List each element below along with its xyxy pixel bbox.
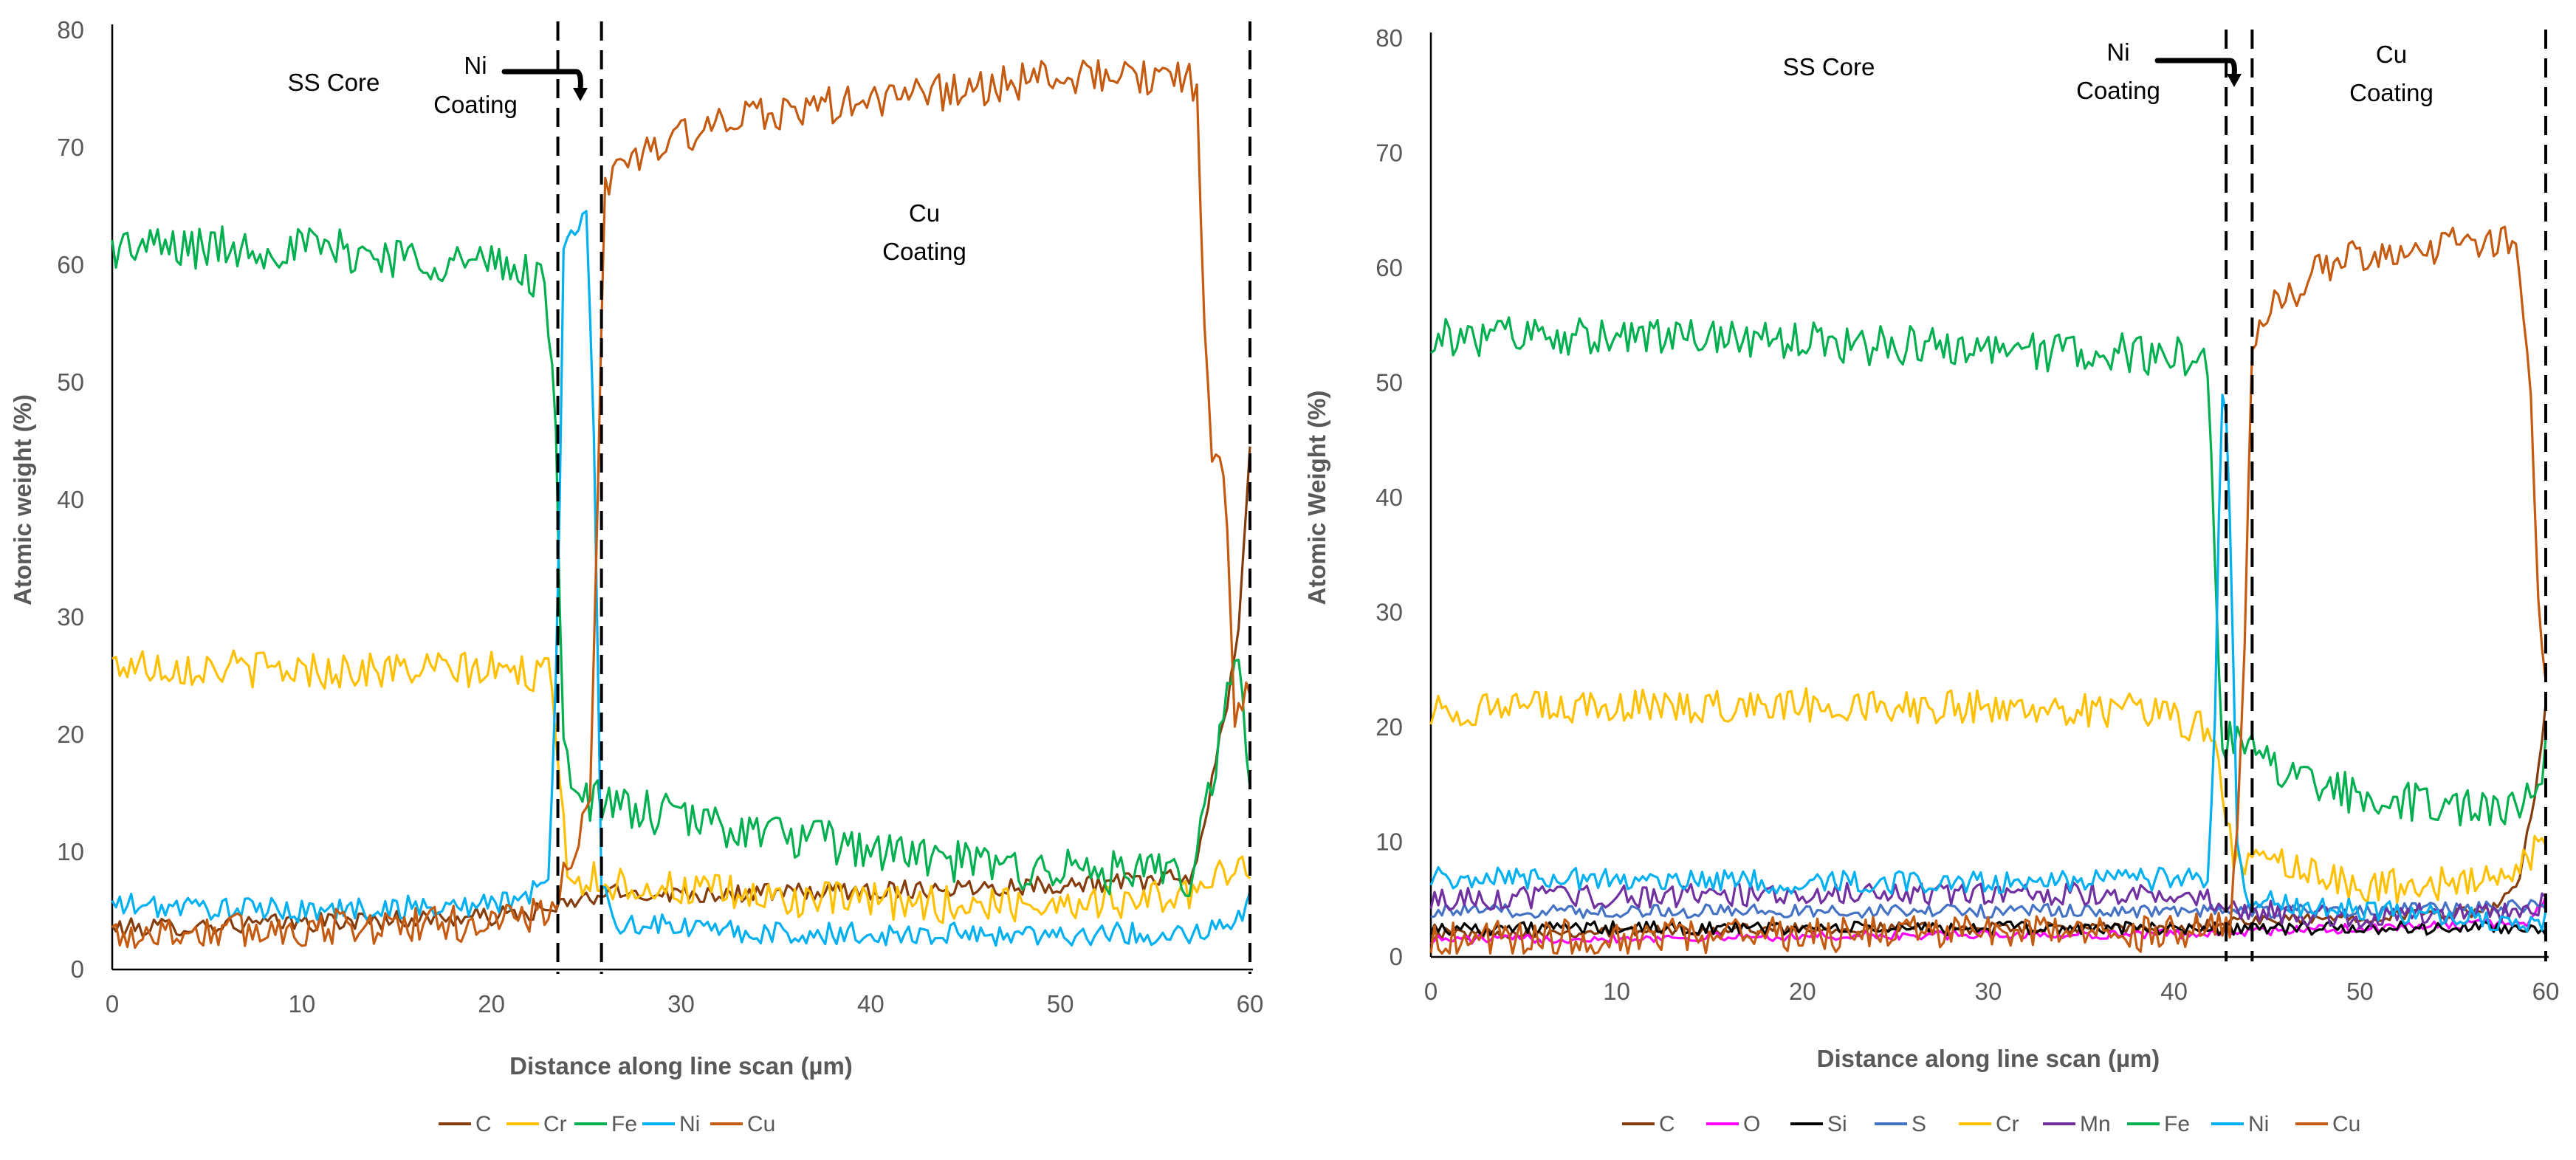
series-line-ni — [111, 210, 1251, 947]
legend: C Cr Fe Ni Cu — [439, 1112, 775, 1136]
y-tick-label: 50 — [1375, 369, 1403, 397]
y-tick-label: 60 — [57, 251, 84, 278]
series-line-cu — [111, 59, 1251, 950]
annotation-cu-coating: Coating — [2349, 79, 2434, 106]
series-line-mn — [1429, 882, 2547, 930]
ni-coating-arrowhead — [2227, 74, 2242, 87]
annotation-ss-core: SS Core — [1783, 53, 1875, 80]
x-tick-label: 40 — [2160, 978, 2188, 1005]
legend-item-cu: Cu — [2295, 1112, 2360, 1136]
x-tick-label: 20 — [478, 990, 505, 1017]
legend-item-ni: Ni — [2211, 1112, 2269, 1136]
x-tick-label: 30 — [1975, 978, 2002, 1005]
y-tick-label: 0 — [1390, 943, 1403, 970]
legend-label-cr: Cr — [543, 1112, 567, 1136]
legend-label-o: O — [1743, 1112, 1760, 1136]
series-line-cr — [111, 649, 1251, 924]
legend-label-mn: Mn — [2080, 1112, 2111, 1136]
chart-right: 0 10 20 30 40 50 60 70 80 0 10 20 30 40 50 60 Distance a… — [1303, 24, 2559, 1136]
y-tick-label: 30 — [1375, 599, 1403, 626]
legend-label-ni: Ni — [679, 1112, 700, 1136]
legend-item-ni: Ni — [642, 1112, 700, 1136]
y-tick-label: 60 — [1375, 254, 1403, 281]
legend-label-ni: Ni — [2248, 1112, 2269, 1136]
legend-label-cu: Cu — [2332, 1112, 2360, 1136]
legend: C O Si S Cr Mn Fe Ni Cu — [1622, 1112, 2360, 1136]
legend-item-fe: Fe — [574, 1112, 637, 1136]
x-tick-label: 30 — [667, 990, 695, 1017]
y-tick-label: 30 — [57, 603, 84, 631]
series-line-fe — [111, 225, 1251, 898]
x-tick-label: 10 — [1603, 978, 1630, 1005]
annotation-cu: Cu — [2376, 41, 2407, 68]
legend-item-c: C — [439, 1112, 492, 1136]
y-tick-label: 10 — [57, 838, 84, 865]
legend-item-c: C — [1622, 1112, 1675, 1136]
x-axis-title: Distance along line scan (µm) — [509, 1052, 853, 1080]
legend-item-o: O — [1706, 1112, 1760, 1136]
y-axis-title: Atomic Weight (%) — [1303, 391, 1330, 605]
annotation-ni-coating: Coating — [2076, 77, 2160, 104]
y-tick-label: 80 — [1375, 24, 1403, 52]
x-tick-label: 0 — [1424, 978, 1438, 1005]
y-tick-label: 80 — [57, 16, 84, 44]
series-line-ni — [1429, 394, 2547, 933]
series-line-c — [111, 446, 1251, 938]
x-tick-label: 40 — [857, 990, 885, 1017]
x-tick-label: 50 — [2346, 978, 2374, 1005]
annotation-ni: Ni — [464, 52, 487, 79]
x-tick-label: 0 — [106, 990, 119, 1017]
x-tick-label: 60 — [1237, 990, 1264, 1017]
legend-label-si: Si — [1827, 1112, 1847, 1136]
annotation-ni-coating: Coating — [433, 91, 518, 118]
y-tick-label: 40 — [57, 486, 84, 513]
annotation-cu-coating: Coating — [882, 238, 966, 265]
y-tick-label: 10 — [1375, 828, 1403, 856]
chart-left: 0 10 20 30 40 50 60 70 80 0 10 20 30 40 50 60 Distance a… — [9, 16, 1263, 1136]
y-tick-label: 40 — [1375, 484, 1403, 511]
annotation-ss-core: SS Core — [288, 69, 380, 96]
x-tick-label: 10 — [288, 990, 315, 1017]
legend-item-si: Si — [1790, 1112, 1847, 1136]
y-tick-label: 20 — [57, 721, 84, 748]
ni-coating-arrow — [2154, 58, 2237, 78]
x-axis-title: Distance along line scan (µm) — [1817, 1045, 2160, 1072]
x-tick-label: 20 — [1789, 978, 1816, 1005]
legend-label-s: S — [1912, 1112, 1926, 1136]
legend-item-cr: Cr — [1959, 1112, 2019, 1136]
legend-label-fe: Fe — [611, 1112, 637, 1136]
y-tick-label: 50 — [57, 368, 84, 396]
legend-item-mn: Mn — [2043, 1112, 2111, 1136]
series-line-fe — [1430, 316, 2547, 827]
y-tick-label: 20 — [1375, 713, 1403, 741]
x-tick-label: 60 — [2532, 978, 2560, 1005]
ni-coating-arrow — [501, 69, 583, 92]
y-tick-label: 70 — [1375, 140, 1403, 167]
series-line-si — [1429, 920, 2547, 936]
y-axis-title: Atomic weight (%) — [9, 394, 36, 605]
annotation-cu: Cu — [909, 199, 940, 227]
legend-label-fe: Fe — [2164, 1112, 2190, 1136]
series-line-cu — [1429, 225, 2547, 955]
legend-label-cr: Cr — [1996, 1112, 2019, 1136]
x-tick-label: 50 — [1047, 990, 1074, 1017]
annotation-ni: Ni — [2106, 38, 2129, 66]
legend-item-s: S — [1875, 1112, 1926, 1136]
legend-label-c: C — [1659, 1112, 1675, 1136]
legend-item-cu: Cu — [710, 1112, 775, 1136]
y-tick-label: 70 — [57, 134, 84, 161]
legend-label-c: C — [475, 1112, 492, 1136]
series-line-cr — [1429, 687, 2547, 905]
legend-label-cu: Cu — [747, 1112, 775, 1136]
legend-item-fe: Fe — [2127, 1112, 2190, 1136]
y-tick-label: 0 — [71, 955, 84, 983]
legend-item-cr: Cr — [506, 1112, 567, 1136]
ni-coating-arrowhead — [573, 88, 588, 101]
